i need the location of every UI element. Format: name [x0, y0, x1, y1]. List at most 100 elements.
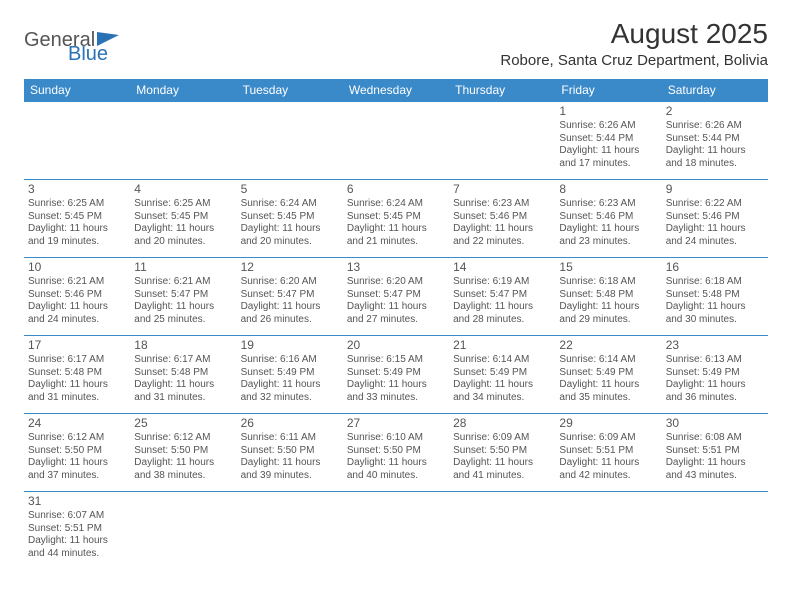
- daylight-line-2: and 35 minutes.: [559, 392, 657, 405]
- daylight-line-2: and 24 minutes.: [28, 314, 126, 327]
- brand-part2: Blue: [68, 43, 108, 65]
- daylight-line-2: and 36 minutes.: [666, 392, 764, 405]
- sunrise-line: Sunrise: 6:12 AM: [134, 432, 232, 445]
- daylight-line-2: and 24 minutes.: [666, 236, 764, 249]
- calendar-cell: 9Sunrise: 6:22 AMSunset: 5:46 PMDaylight…: [662, 180, 768, 258]
- calendar-row: 24Sunrise: 6:12 AMSunset: 5:50 PMDayligh…: [24, 414, 768, 492]
- sunset-line: Sunset: 5:50 PM: [241, 445, 339, 458]
- daylight-line-1: Daylight: 11 hours: [347, 301, 445, 314]
- daylight-line-1: Daylight: 11 hours: [453, 379, 551, 392]
- calendar-cell: 24Sunrise: 6:12 AMSunset: 5:50 PMDayligh…: [24, 414, 130, 492]
- daylight-line-2: and 39 minutes.: [241, 470, 339, 483]
- daylight-line-1: Daylight: 11 hours: [241, 223, 339, 236]
- sunset-line: Sunset: 5:48 PM: [559, 289, 657, 302]
- daylight-line-1: Daylight: 11 hours: [241, 457, 339, 470]
- sunset-line: Sunset: 5:49 PM: [666, 367, 764, 380]
- day-header: Thursday: [449, 79, 555, 102]
- daylight-line-2: and 25 minutes.: [134, 314, 232, 327]
- sunset-line: Sunset: 5:46 PM: [453, 211, 551, 224]
- sunset-line: Sunset: 5:49 PM: [347, 367, 445, 380]
- sunrise-line: Sunrise: 6:20 AM: [241, 276, 339, 289]
- sunrise-line: Sunrise: 6:26 AM: [559, 120, 657, 133]
- sunset-line: Sunset: 5:46 PM: [666, 211, 764, 224]
- calendar-cell: 2Sunrise: 6:26 AMSunset: 5:44 PMDaylight…: [662, 102, 768, 180]
- daylight-line-1: Daylight: 11 hours: [666, 223, 764, 236]
- daylight-line-1: Daylight: 11 hours: [666, 379, 764, 392]
- calendar-cell: [24, 102, 130, 180]
- day-number: 13: [347, 260, 445, 275]
- daylight-line-2: and 31 minutes.: [28, 392, 126, 405]
- sunrise-line: Sunrise: 6:18 AM: [666, 276, 764, 289]
- calendar-cell: 14Sunrise: 6:19 AMSunset: 5:47 PMDayligh…: [449, 258, 555, 336]
- day-header: Tuesday: [237, 79, 343, 102]
- daylight-line-2: and 40 minutes.: [347, 470, 445, 483]
- sunrise-line: Sunrise: 6:22 AM: [666, 198, 764, 211]
- calendar-cell: 16Sunrise: 6:18 AMSunset: 5:48 PMDayligh…: [662, 258, 768, 336]
- daylight-line-2: and 34 minutes.: [453, 392, 551, 405]
- calendar-cell: [237, 102, 343, 180]
- daylight-line-2: and 30 minutes.: [666, 314, 764, 327]
- calendar-cell: 17Sunrise: 6:17 AMSunset: 5:48 PMDayligh…: [24, 336, 130, 414]
- daylight-line-1: Daylight: 11 hours: [134, 223, 232, 236]
- calendar-cell: 8Sunrise: 6:23 AMSunset: 5:46 PMDaylight…: [555, 180, 661, 258]
- calendar-cell: 4Sunrise: 6:25 AMSunset: 5:45 PMDaylight…: [130, 180, 236, 258]
- daylight-line-2: and 31 minutes.: [134, 392, 232, 405]
- day-number: 28: [453, 416, 551, 431]
- calendar-cell: 26Sunrise: 6:11 AMSunset: 5:50 PMDayligh…: [237, 414, 343, 492]
- sunrise-line: Sunrise: 6:17 AM: [28, 354, 126, 367]
- calendar-cell: 21Sunrise: 6:14 AMSunset: 5:49 PMDayligh…: [449, 336, 555, 414]
- sunrise-line: Sunrise: 6:11 AM: [241, 432, 339, 445]
- day-number: 31: [28, 494, 126, 509]
- sunrise-line: Sunrise: 6:15 AM: [347, 354, 445, 367]
- daylight-line-2: and 44 minutes.: [28, 548, 126, 561]
- daylight-line-1: Daylight: 11 hours: [453, 457, 551, 470]
- sunrise-line: Sunrise: 6:20 AM: [347, 276, 445, 289]
- calendar-cell: [237, 492, 343, 570]
- calendar-cell: 20Sunrise: 6:15 AMSunset: 5:49 PMDayligh…: [343, 336, 449, 414]
- calendar-cell: [555, 492, 661, 570]
- sunrise-line: Sunrise: 6:09 AM: [559, 432, 657, 445]
- day-number: 8: [559, 182, 657, 197]
- location: Robore, Santa Cruz Department, Bolivia: [500, 52, 768, 69]
- day-header: Sunday: [24, 79, 130, 102]
- daylight-line-1: Daylight: 11 hours: [453, 223, 551, 236]
- sunset-line: Sunset: 5:51 PM: [28, 523, 126, 536]
- day-header: Friday: [555, 79, 661, 102]
- calendar-cell: [449, 102, 555, 180]
- calendar-row: 17Sunrise: 6:17 AMSunset: 5:48 PMDayligh…: [24, 336, 768, 414]
- day-header-row: Sunday Monday Tuesday Wednesday Thursday…: [24, 79, 768, 102]
- calendar-cell: 25Sunrise: 6:12 AMSunset: 5:50 PMDayligh…: [130, 414, 236, 492]
- daylight-line-1: Daylight: 11 hours: [559, 223, 657, 236]
- daylight-line-1: Daylight: 11 hours: [28, 301, 126, 314]
- day-number: 27: [347, 416, 445, 431]
- calendar-cell: 28Sunrise: 6:09 AMSunset: 5:50 PMDayligh…: [449, 414, 555, 492]
- calendar-cell: 10Sunrise: 6:21 AMSunset: 5:46 PMDayligh…: [24, 258, 130, 336]
- sunrise-line: Sunrise: 6:07 AM: [28, 510, 126, 523]
- day-number: 14: [453, 260, 551, 275]
- sunset-line: Sunset: 5:47 PM: [134, 289, 232, 302]
- sunrise-line: Sunrise: 6:14 AM: [453, 354, 551, 367]
- day-number: 17: [28, 338, 126, 353]
- calendar-cell: 3Sunrise: 6:25 AMSunset: 5:45 PMDaylight…: [24, 180, 130, 258]
- daylight-line-2: and 20 minutes.: [241, 236, 339, 249]
- calendar-cell: [449, 492, 555, 570]
- calendar-cell: 30Sunrise: 6:08 AMSunset: 5:51 PMDayligh…: [662, 414, 768, 492]
- day-number: 18: [134, 338, 232, 353]
- sunrise-line: Sunrise: 6:16 AM: [241, 354, 339, 367]
- daylight-line-1: Daylight: 11 hours: [134, 379, 232, 392]
- sunset-line: Sunset: 5:45 PM: [28, 211, 126, 224]
- daylight-line-1: Daylight: 11 hours: [28, 379, 126, 392]
- sunset-line: Sunset: 5:50 PM: [28, 445, 126, 458]
- sunrise-line: Sunrise: 6:21 AM: [28, 276, 126, 289]
- calendar-cell: 12Sunrise: 6:20 AMSunset: 5:47 PMDayligh…: [237, 258, 343, 336]
- day-number: 24: [28, 416, 126, 431]
- daylight-line-2: and 21 minutes.: [347, 236, 445, 249]
- sunset-line: Sunset: 5:48 PM: [134, 367, 232, 380]
- calendar-row: 3Sunrise: 6:25 AMSunset: 5:45 PMDaylight…: [24, 180, 768, 258]
- day-number: 26: [241, 416, 339, 431]
- daylight-line-1: Daylight: 11 hours: [28, 223, 126, 236]
- sunrise-line: Sunrise: 6:13 AM: [666, 354, 764, 367]
- sunrise-line: Sunrise: 6:24 AM: [241, 198, 339, 211]
- sunset-line: Sunset: 5:49 PM: [241, 367, 339, 380]
- sunrise-line: Sunrise: 6:08 AM: [666, 432, 764, 445]
